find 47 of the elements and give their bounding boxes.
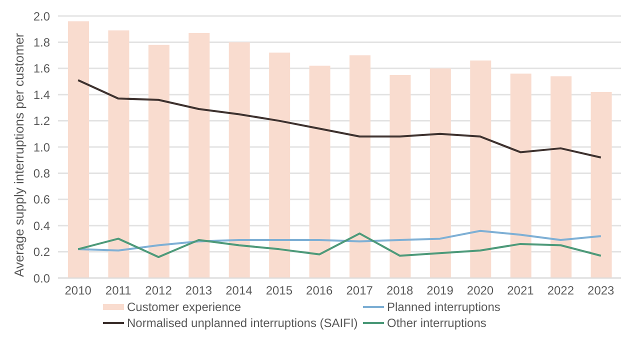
x-tick-label: 2016 (306, 284, 334, 298)
bar (108, 30, 130, 278)
bar (430, 68, 451, 278)
bar (188, 33, 210, 278)
y-tick-label: 0.0 (33, 271, 50, 286)
y-tick-label: 0.8 (33, 166, 50, 180)
x-tick-label: 2023 (588, 284, 615, 298)
x-tick-label: 2012 (145, 284, 172, 298)
bar (68, 21, 89, 278)
x-tick-label: 2014 (226, 284, 253, 298)
bar (309, 66, 330, 278)
x-tick-label: 2018 (386, 284, 414, 298)
x-tick-label: 2011 (105, 284, 132, 298)
y-tick-label: 1.6 (33, 62, 50, 76)
legend-label: Other interruptions (387, 316, 486, 330)
y-tick-label: 0.4 (33, 218, 50, 233)
bar (550, 76, 572, 278)
y-tick-label: 2.0 (33, 9, 50, 24)
line-series (77, 232, 602, 258)
bar (590, 92, 612, 278)
y-tick-label: 1.8 (33, 35, 50, 50)
y-tick-label: 0.6 (33, 192, 50, 207)
y-axis-title: Average supply interruptions per customer (12, 32, 27, 277)
y-tick-label: 1.2 (33, 114, 50, 128)
y-tick-label: 1.4 (33, 88, 50, 102)
x-tick-label: 2021 (507, 284, 534, 298)
legend-label: Planned interruptions (387, 300, 500, 314)
x-tick-label: 2020 (466, 284, 494, 298)
x-tick-label: 2022 (547, 284, 574, 298)
legend-label: Normalised unplanned interruptions (SAIFI) (127, 316, 358, 330)
bar (390, 74, 411, 278)
y-tick-label: 1.0 (33, 140, 50, 154)
bar (269, 52, 290, 278)
bar (470, 60, 492, 278)
x-tick-label: 2013 (185, 284, 212, 298)
bar (350, 55, 370, 278)
x-tick-label: 2010 (64, 284, 92, 298)
line-series (77, 230, 602, 252)
line-series (77, 79, 602, 158)
x-tick-label: 2017 (346, 284, 374, 298)
bar (228, 42, 250, 278)
y-tick-label: 0.2 (33, 245, 50, 260)
bar (510, 74, 532, 278)
x-tick-label: 2015 (266, 284, 293, 298)
legend-label: Customer experience (127, 300, 242, 314)
x-tick-label: 2019 (426, 284, 454, 298)
bar (148, 44, 170, 278)
